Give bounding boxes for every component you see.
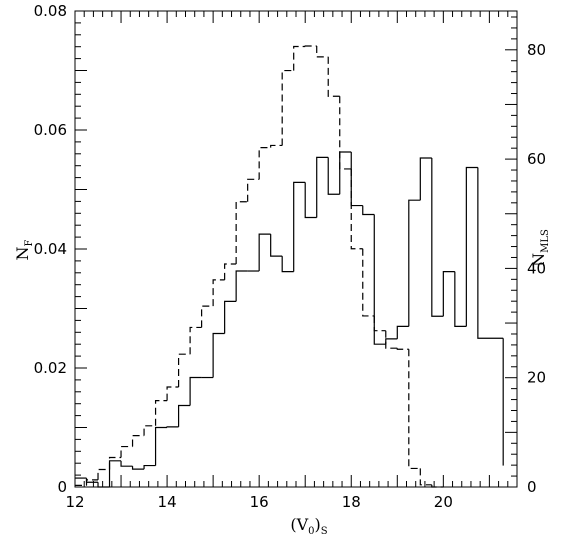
solid-histogram-bin: [454, 271, 467, 327]
solid-histogram-bin: [154, 426, 168, 466]
solid-histogram-bin: [131, 466, 145, 470]
dashed-histogram-bin: [108, 456, 122, 470]
y2-tick-label: 20: [527, 369, 546, 387]
solid-histogram-bin: [212, 332, 225, 378]
dashed-histogram-bin: [131, 435, 145, 447]
solid-histogram-bin: [362, 205, 375, 216]
solid-histogram-bin: [258, 233, 271, 272]
solid-histogram-bin: [281, 256, 294, 273]
y2-tick-label: 40: [527, 259, 546, 277]
y-tick-label: 0.04: [34, 240, 67, 258]
solid-histogram-bin: [189, 376, 202, 406]
dashed-histogram-bin: [304, 45, 317, 47]
dashed-histogram-bin: [247, 178, 260, 202]
solid-histogram-bin: [419, 157, 432, 201]
dashed-histogram-bin: [97, 468, 110, 480]
dashed-histogram-bin: [154, 400, 168, 426]
solid-histogram-bin: [108, 460, 122, 487]
solid-histogram-bin: [327, 157, 340, 195]
y-tick-label: 0: [57, 478, 67, 496]
dashed-histogram-bin: [166, 386, 179, 401]
dashed-histogram-bin: [419, 468, 432, 486]
dashed-histogram-bin: [327, 56, 340, 97]
dashed-histogram-bin: [270, 144, 283, 148]
dashed-histogram-bin: [189, 326, 202, 355]
solid-histogram-bin: [396, 325, 409, 339]
dashed-histogram-bin: [258, 147, 271, 180]
solid-histogram-bin: [235, 270, 248, 302]
dashed-histogram-bin: [224, 263, 237, 280]
solid-histogram-bin: [465, 166, 478, 327]
solid-histogram-bin: [373, 214, 386, 345]
solid-histogram-bin: [270, 234, 283, 257]
x-tick-label: 18: [342, 493, 361, 511]
solid-histogram-bin: [177, 404, 191, 427]
dashed-histogram-bin: [201, 305, 214, 328]
x-tick-label: 20: [434, 493, 453, 511]
solid-histogram-bin: [316, 156, 329, 218]
dashed-histogram-bin: [396, 348, 409, 350]
solid-histogram-bin: [120, 460, 133, 467]
solid-histogram-bin: [408, 199, 421, 327]
x-tick-label: 16: [250, 493, 269, 511]
x-axis-label: (V0)S: [290, 515, 327, 537]
dashed-histogram-bin: [235, 201, 248, 265]
dashed-histogram-bin: [293, 45, 306, 71]
solid-histogram-bin: [293, 181, 306, 272]
dashed-histogram-bin: [373, 315, 386, 332]
x-tick-label: 14: [158, 493, 177, 511]
solid-histogram-bin: [431, 157, 444, 317]
dashed-histogram-bin: [85, 479, 99, 486]
dashed-histogram-bin: [350, 168, 363, 250]
y-tick-label: 0.06: [34, 121, 67, 139]
y2-tick-label: 60: [527, 150, 546, 168]
dashed-histogram-bin: [385, 330, 398, 349]
dashed-histogram-bin: [408, 349, 421, 470]
dashed-histogram-bin: [362, 248, 375, 317]
solid-histogram-bin: [442, 271, 455, 317]
dashed-histogram-bin: [120, 445, 133, 458]
solid-histogram-bin: [166, 426, 179, 428]
dashed-histogram-bin: [212, 279, 225, 307]
solid-histogram-bin: [477, 167, 504, 339]
y-tick-label: 0.02: [34, 359, 67, 377]
solid-histogram-bin: [304, 182, 317, 219]
solid-histogram-bin: [224, 300, 237, 334]
x-tick-label: 12: [65, 493, 84, 511]
solid-histogram-bin: [143, 464, 156, 470]
dashed-histogram-bin: [339, 96, 352, 170]
plot-frame: [74, 10, 518, 488]
dashed-histogram-bin: [143, 425, 156, 436]
y2-tick-label: 0: [527, 478, 537, 496]
y-tick-label: 0.08: [34, 2, 67, 20]
dashed-histogram-bin: [281, 69, 294, 146]
dashed-histogram-bin: [316, 45, 329, 58]
y2-tick-label: 80: [527, 41, 546, 59]
